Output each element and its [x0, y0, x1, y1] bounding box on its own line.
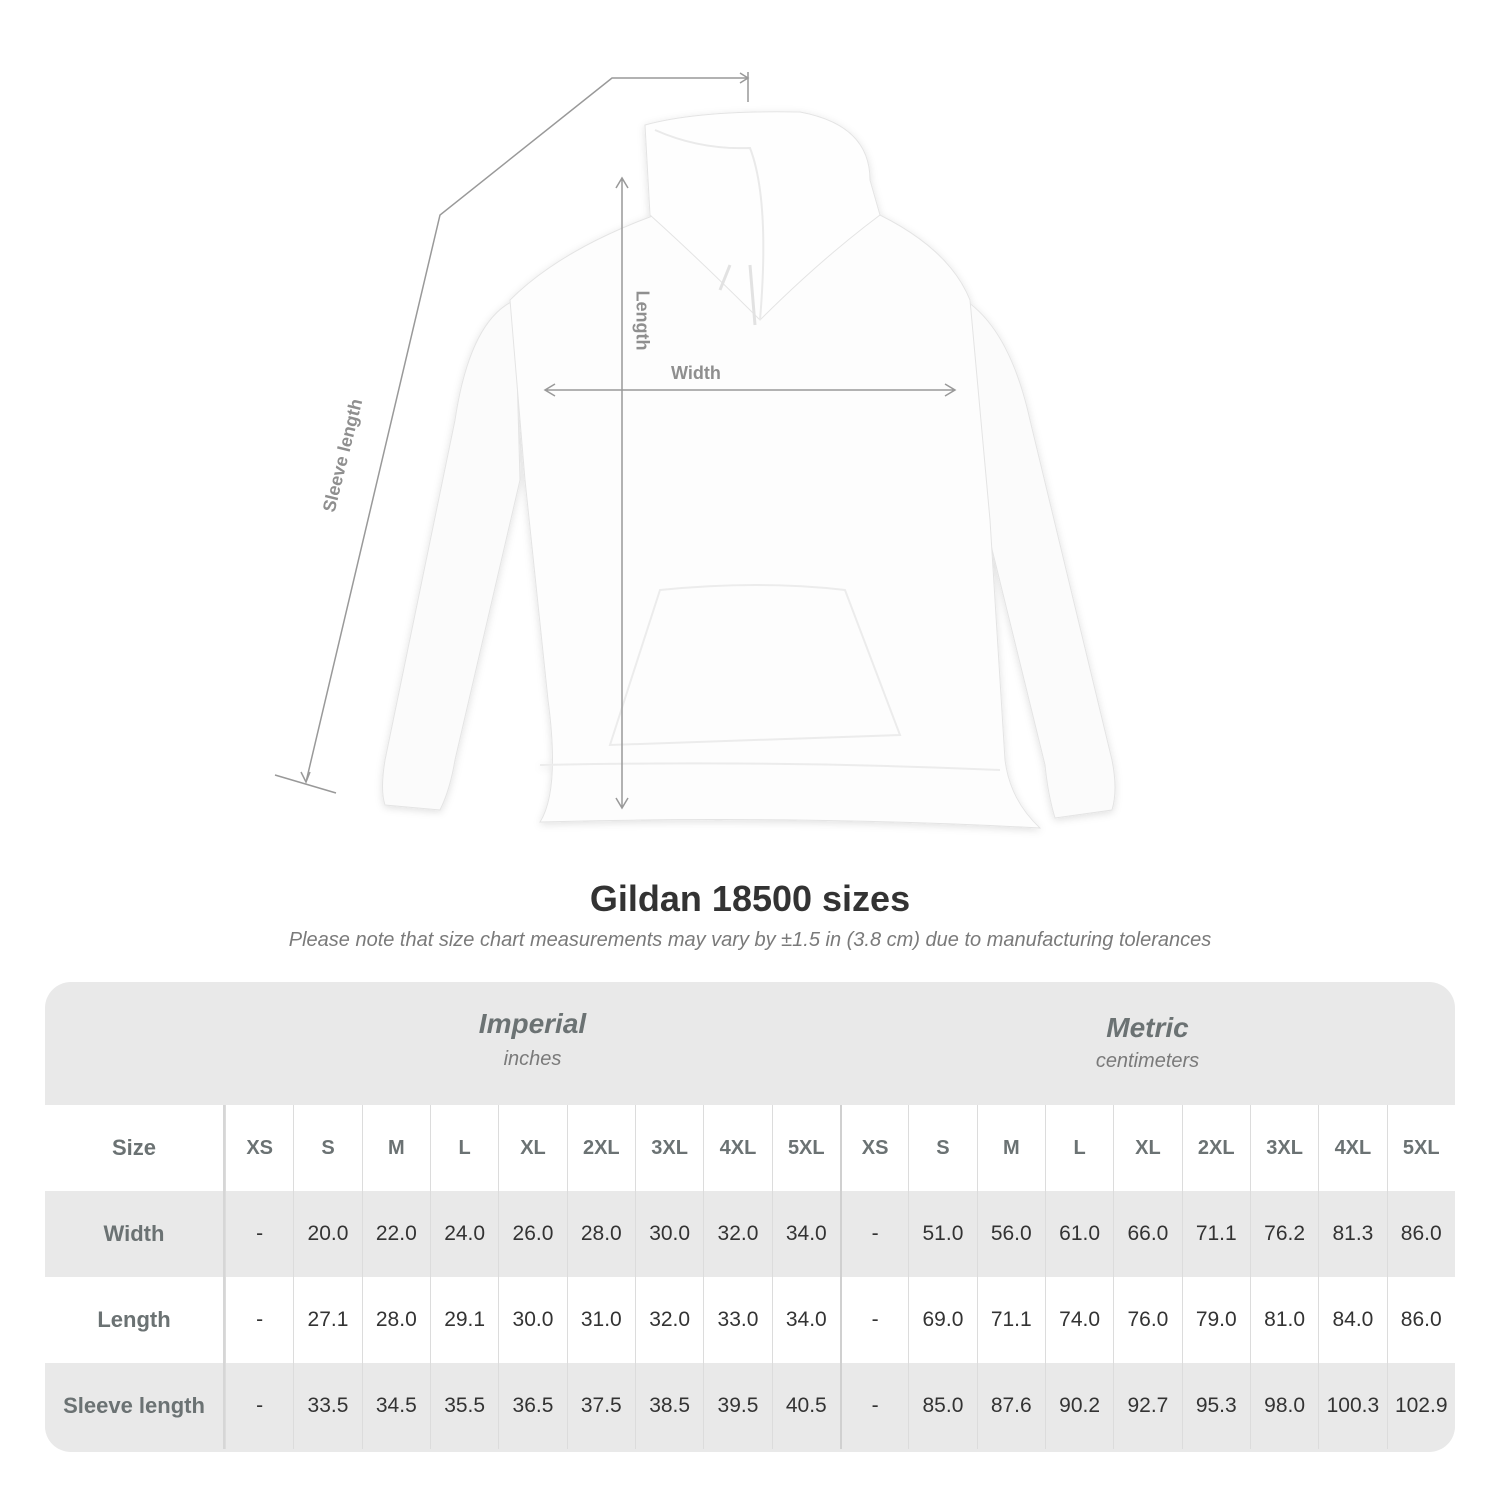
- tolerance-note: Please note that size chart measurements…: [288, 929, 1212, 951]
- value-cell-imperial: 34.0: [771, 1191, 840, 1277]
- value-cell-imperial: 29.1: [429, 1277, 498, 1363]
- size-header-imperial: 5XL: [771, 1105, 840, 1191]
- value-cell-imperial: 28.0: [566, 1191, 635, 1277]
- value-cell-imperial: 24.0: [429, 1191, 498, 1277]
- value-cell-imperial: -: [225, 1363, 293, 1449]
- size-header-metric: XL: [1113, 1105, 1181, 1191]
- hoodie-illustration: Sleeve length Length Width: [274, 72, 1116, 829]
- imperial-unit: inches: [503, 1048, 562, 1070]
- value-cell-metric: 79.0: [1181, 1277, 1250, 1363]
- value-cell-metric: 61.0: [1044, 1191, 1113, 1277]
- size-header-metric: M: [976, 1105, 1045, 1191]
- length-measure-line: [615, 176, 629, 810]
- size-header-imperial: S: [293, 1105, 361, 1191]
- value-cell-metric: 71.1: [1181, 1191, 1250, 1277]
- size-header-imperial: XL: [498, 1105, 566, 1191]
- value-cell-metric: 74.0: [1044, 1277, 1113, 1363]
- value-cell-metric: 86.0: [1386, 1277, 1455, 1363]
- size-header-metric: S: [908, 1105, 976, 1191]
- sleeve-measure-line: [274, 72, 749, 794]
- value-cell-metric: 85.0: [908, 1363, 976, 1449]
- value-cell-imperial: 20.0: [293, 1191, 361, 1277]
- value-cell-metric: -: [839, 1191, 908, 1277]
- value-cell-metric: 98.0: [1249, 1363, 1318, 1449]
- size-header-metric: 5XL: [1386, 1105, 1455, 1191]
- size-header-imperial: 2XL: [566, 1105, 635, 1191]
- table-row: Sleeve length -33.5 34.5 35.5 36.5 37.5 38.5 39…: [45, 1363, 1455, 1449]
- value-cell-metric: 69.0: [908, 1277, 976, 1363]
- metric-title: Metric: [1106, 1012, 1189, 1043]
- value-cell-imperial: 33.0: [703, 1277, 771, 1363]
- size-header-metric: 2XL: [1181, 1105, 1250, 1191]
- value-cell-metric: 76.2: [1249, 1191, 1318, 1277]
- value-cell-imperial: -: [225, 1191, 293, 1277]
- size-header-metric: 4XL: [1318, 1105, 1386, 1191]
- value-cell-imperial: -: [225, 1277, 293, 1363]
- value-cell-metric: -: [839, 1363, 908, 1449]
- table-row: Length -27.1 28.0 29.1 30.0 31.0 32.0 33.0 34.0-…: [45, 1277, 1455, 1363]
- size-grid: Size XS S M L XL 2XL 3XL 4XL 5XL XS S M L XL 2XL 3XL 4XL 5…: [45, 1105, 1455, 1449]
- page-title: Gildan 18500 sizes: [589, 878, 911, 919]
- value-cell-imperial: 26.0: [498, 1191, 566, 1277]
- value-cell-imperial: 33.5: [293, 1363, 361, 1449]
- row-label: Length: [45, 1277, 225, 1363]
- size-header-imperial: 4XL: [703, 1105, 771, 1191]
- value-cell-imperial: 30.0: [498, 1277, 566, 1363]
- value-cell-metric: 56.0: [976, 1191, 1045, 1277]
- hoodie-shape: [382, 111, 1116, 829]
- value-cell-metric: 76.0: [1113, 1277, 1181, 1363]
- row-label: Width: [45, 1191, 225, 1277]
- value-cell-imperial: 39.5: [703, 1363, 771, 1449]
- value-cell-metric: 92.7: [1113, 1363, 1181, 1449]
- size-header-imperial: 3XL: [634, 1105, 703, 1191]
- value-cell-metric: 86.0: [1386, 1191, 1455, 1277]
- width-measure-line: [543, 383, 957, 397]
- imperial-title: Imperial: [478, 1008, 587, 1039]
- row-label: Sleeve length: [45, 1363, 225, 1449]
- value-cell-imperial: 22.0: [361, 1191, 430, 1277]
- value-cell-imperial: 27.1: [293, 1277, 361, 1363]
- value-cell-metric: 90.2: [1044, 1363, 1113, 1449]
- value-cell-imperial: 37.5: [566, 1363, 635, 1449]
- table-row: Width -20.0 22.0 24.0 26.0 28.0 30.0 32.0 34.0-5…: [45, 1191, 1455, 1277]
- value-cell-metric: 51.0: [908, 1191, 976, 1277]
- value-cell-imperial: 28.0: [361, 1277, 430, 1363]
- value-cell-imperial: 34.0: [771, 1277, 840, 1363]
- size-header-imperial: M: [361, 1105, 430, 1191]
- metric-unit: centimeters: [1095, 1050, 1200, 1072]
- value-cell-imperial: 38.5: [634, 1363, 703, 1449]
- value-cell-imperial: 34.5: [361, 1363, 430, 1449]
- value-cell-metric: 100.3: [1318, 1363, 1386, 1449]
- size-header-imperial: L: [429, 1105, 498, 1191]
- size-header-metric: XS: [839, 1105, 908, 1191]
- size-header-metric: 3XL: [1249, 1105, 1318, 1191]
- value-cell-imperial: 32.0: [703, 1191, 771, 1277]
- value-cell-imperial: 30.0: [634, 1191, 703, 1277]
- table-header-row: Size XS S M L XL 2XL 3XL 4XL 5XL XS S M L XL 2XL 3XL 4XL 5…: [45, 1105, 1455, 1191]
- value-cell-metric: 95.3: [1181, 1363, 1250, 1449]
- value-cell-imperial: 35.5: [429, 1363, 498, 1449]
- value-cell-imperial: 40.5: [771, 1363, 840, 1449]
- value-cell-metric: 84.0: [1318, 1277, 1386, 1363]
- value-cell-imperial: 36.5: [498, 1363, 566, 1449]
- size-header-metric: L: [1044, 1105, 1113, 1191]
- value-cell-metric: 87.6: [976, 1363, 1045, 1449]
- imperial-header: Imperial inches: [225, 982, 840, 1105]
- size-table: Imperial inches Metric centimeters Size X…: [45, 982, 1455, 1452]
- value-cell-metric: 66.0: [1113, 1191, 1181, 1277]
- metric-header: Metric centimeters: [840, 982, 1455, 1105]
- value-cell-imperial: 32.0: [634, 1277, 703, 1363]
- length-label: Length: [632, 290, 653, 351]
- width-label: Width: [671, 363, 721, 383]
- value-cell-metric: -: [839, 1277, 908, 1363]
- value-cell-metric: 81.0: [1249, 1277, 1318, 1363]
- value-cell-imperial: 31.0: [566, 1277, 635, 1363]
- size-label: Size: [45, 1105, 225, 1191]
- value-cell-metric: 71.1: [976, 1277, 1045, 1363]
- value-cell-metric: 102.9: [1386, 1363, 1455, 1449]
- size-header-imperial: XS: [225, 1105, 293, 1191]
- hoodie-drawing: [274, 72, 1116, 829]
- value-cell-metric: 81.3: [1318, 1191, 1386, 1277]
